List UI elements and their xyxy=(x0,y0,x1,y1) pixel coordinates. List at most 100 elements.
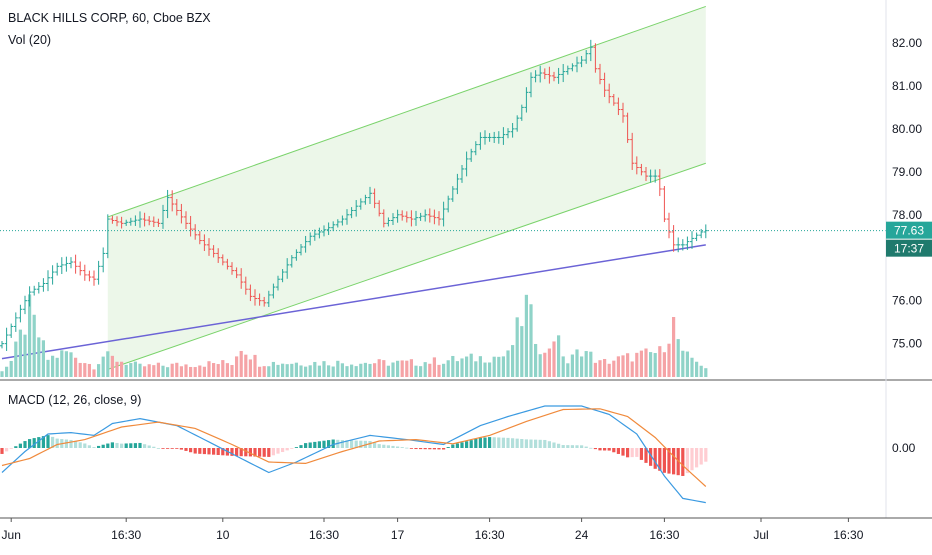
macd-histogram-bar xyxy=(244,448,248,457)
price-scale[interactable]: 82.00 81.00 80.00 79.00 78.00 76.00 75.00 xyxy=(892,36,922,351)
price-bar xyxy=(225,258,230,270)
macd-zero-tick: 0.00 xyxy=(892,441,916,455)
price-tick-label: 78.00 xyxy=(892,208,922,222)
drawing-overlay[interactable] xyxy=(1,5,706,370)
price-bar xyxy=(285,258,290,279)
volume-bar xyxy=(276,364,280,377)
price-bar xyxy=(239,268,244,289)
macd-histogram-bar xyxy=(133,443,137,448)
price-bar xyxy=(634,156,639,175)
macd-histogram-bar xyxy=(465,441,469,448)
price-bar xyxy=(657,169,662,197)
volume-bar xyxy=(566,363,570,377)
volume-bar xyxy=(166,367,170,377)
volume-bar xyxy=(593,362,597,377)
price-bar xyxy=(386,217,391,227)
price-bar xyxy=(611,93,616,106)
macd-line xyxy=(1,405,706,504)
volume-bar xyxy=(133,361,137,377)
macd-histogram-bar xyxy=(308,442,312,448)
support-trendline[interactable] xyxy=(1,244,706,360)
macd-histogram-bar xyxy=(64,439,68,448)
volume-bar xyxy=(69,352,73,377)
price-bar xyxy=(331,221,336,232)
price-bar xyxy=(271,283,276,299)
time-scale[interactable]: Jun 16:30 10 16:30 17 16:30 24 16:30 Jul 16:30 xyxy=(2,518,864,542)
volume-bar xyxy=(156,362,160,377)
volume-bar xyxy=(419,366,423,377)
price-bar xyxy=(87,270,92,282)
price-bar xyxy=(391,213,395,226)
price-bar xyxy=(460,165,464,183)
macd-histogram-bar xyxy=(216,448,220,455)
volume-bar xyxy=(248,359,252,377)
macd-histogram-bar xyxy=(653,448,657,469)
volume-indicator-label[interactable]: Vol (20) xyxy=(8,33,51,47)
time-tick-label: 17 xyxy=(391,528,405,542)
volume-bar xyxy=(285,364,289,377)
time-tick-label: 16:30 xyxy=(309,528,339,542)
price-bar xyxy=(377,200,382,217)
macd-histogram-bar xyxy=(419,448,423,450)
volume-bar xyxy=(51,355,55,377)
chart-title[interactable]: BLACK HILLS CORP, 60, Cboe BZX xyxy=(8,11,211,25)
price-bar xyxy=(317,227,322,239)
time-tick-label: 16:30 xyxy=(111,528,141,542)
macd-histogram-bar xyxy=(501,437,505,448)
macd-histogram-bar xyxy=(170,448,174,449)
volume-bar xyxy=(290,363,294,377)
macd-indicator-label[interactable]: MACD (12, 26, close, 9) xyxy=(8,393,141,407)
time-tick-label: Jun xyxy=(2,528,21,542)
price-bar xyxy=(427,208,432,223)
price-bar xyxy=(23,295,27,315)
price-bar xyxy=(607,83,612,104)
price-bar xyxy=(276,275,280,291)
volume-bar xyxy=(639,350,643,377)
macd-histogram-bar xyxy=(529,439,533,448)
price-bar xyxy=(616,97,621,116)
macd-histogram-bar xyxy=(37,437,41,448)
volume-bar xyxy=(644,348,648,377)
price-bar xyxy=(193,224,198,240)
macd-histogram-bar xyxy=(506,437,510,448)
macd-histogram-bar xyxy=(446,447,450,448)
volume-bar xyxy=(547,348,551,377)
volume-bar xyxy=(23,334,27,377)
price-bar xyxy=(464,151,469,177)
price-tick-label: 81.00 xyxy=(892,79,922,93)
macd-histogram-bar xyxy=(639,448,643,460)
volume-bar xyxy=(258,366,262,377)
volume-bar xyxy=(612,360,616,377)
price-bar xyxy=(667,212,671,239)
macd-histogram-bar xyxy=(400,447,404,448)
macd-histogram-bar xyxy=(327,440,331,448)
macd-histogram-bar xyxy=(322,440,326,448)
volume-bar xyxy=(520,326,524,377)
last-price-badge: 77.63 xyxy=(886,221,932,239)
macd-histogram-bar xyxy=(235,448,239,457)
price-bar xyxy=(96,260,101,285)
price-bar xyxy=(446,195,451,213)
volume-bar xyxy=(147,364,151,377)
channel-lower-line[interactable] xyxy=(107,162,706,370)
volume-bar xyxy=(483,362,487,377)
price-bar xyxy=(593,43,598,73)
macd-histogram-bar xyxy=(478,437,482,448)
channel-upper-line[interactable] xyxy=(107,5,706,218)
macd-histogram-bar xyxy=(598,448,602,451)
price-bar xyxy=(510,122,515,138)
volume-bar xyxy=(451,355,455,377)
macd-histogram-bar xyxy=(120,443,124,448)
volume-bar xyxy=(110,355,114,377)
volume-bar xyxy=(437,364,441,377)
volume-bar xyxy=(373,363,377,377)
volume-bar xyxy=(60,350,64,377)
price-bar xyxy=(27,286,32,307)
price-bar xyxy=(32,285,37,296)
macd-histogram-bar xyxy=(451,444,455,448)
volume-bar xyxy=(230,365,234,377)
macd-histogram-bar xyxy=(607,448,611,451)
volume-bar xyxy=(294,362,298,377)
macd-histogram-bar xyxy=(350,440,354,448)
